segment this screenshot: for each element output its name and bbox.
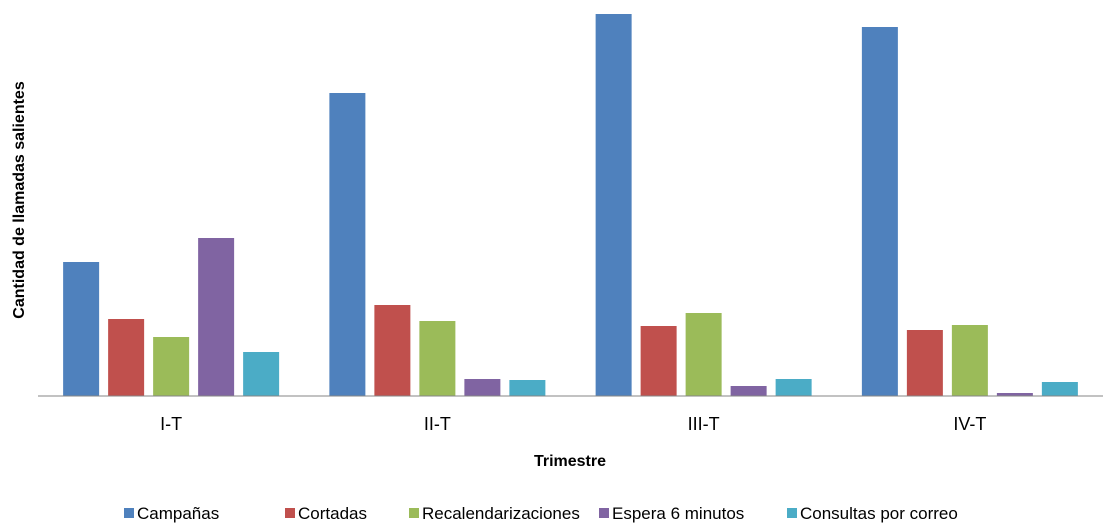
bar-II-T-0 (329, 93, 366, 396)
bar-II-T-1 (374, 305, 411, 396)
legend-label: Cortadas (298, 504, 367, 523)
bar-I-T-1 (108, 319, 145, 396)
bar-IV-T-4 (1041, 382, 1078, 396)
bar-III-T-4 (775, 379, 812, 396)
bar-II-T-2 (419, 321, 456, 396)
bar-II-T-4 (509, 380, 546, 396)
legend-label: Consultas por correo (800, 504, 958, 523)
legend-label: Recalendarizaciones (422, 504, 580, 523)
legend-swatch (285, 508, 295, 518)
bar-III-T-3 (730, 386, 767, 396)
bar-III-T-2 (685, 313, 722, 396)
bar-I-T-0 (63, 262, 100, 396)
legend-swatch (599, 508, 609, 518)
bar-IV-T-1 (906, 330, 943, 396)
bar-II-T-3 (464, 379, 501, 396)
x-tick-label: I-T (160, 414, 182, 434)
bar-IV-T-2 (951, 325, 988, 396)
x-tick-label: II-T (424, 414, 451, 434)
x-axis-title: Trimestre (534, 453, 606, 470)
x-tick-labels: I-T II-T III-T IV-T (160, 414, 986, 434)
bar-I-T-3 (198, 238, 235, 396)
bar-III-T-0 (595, 14, 632, 396)
y-axis-title: Cantidad de llamadas salientes (11, 81, 28, 319)
x-tick-label: III-T (688, 414, 720, 434)
bar-III-T-1 (640, 326, 677, 396)
legend: Campañas Cortadas Recalendarizaciones Esper… (124, 504, 958, 523)
legend-label: Campañas (137, 504, 219, 523)
legend-swatch (787, 508, 797, 518)
x-tick-label: IV-T (953, 414, 986, 434)
legend-label: Espera 6 minutos (612, 504, 744, 523)
legend-swatch (409, 508, 419, 518)
bars-group (63, 14, 1078, 396)
legend-swatch (124, 508, 134, 518)
bar-I-T-4 (243, 352, 280, 396)
bar-IV-T-0 (861, 27, 898, 396)
bar-I-T-2 (153, 337, 190, 396)
bar-IV-T-3 (996, 393, 1033, 396)
